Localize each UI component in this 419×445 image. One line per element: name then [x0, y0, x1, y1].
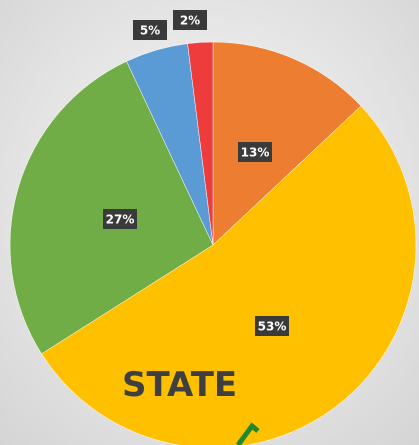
data-label-box — [255, 316, 289, 336]
data-label: 53% — [258, 320, 287, 334]
data-label-box — [238, 142, 272, 162]
pie-slice — [187, 41, 214, 246]
data-labels: 13% 53% 27% 5% 2% — [103, 10, 289, 336]
annotation: STATE — [122, 365, 237, 405]
arrow — [235, 422, 260, 445]
data-label: 27% — [106, 213, 135, 227]
pie-slice — [212, 41, 362, 246]
data-label-box — [133, 20, 167, 40]
data-label: 5% — [140, 24, 160, 38]
pie-slice — [41, 105, 417, 445]
data-label: 2% — [180, 14, 200, 28]
data-label-box — [103, 209, 137, 229]
pie — [9, 41, 417, 445]
data-label-box — [173, 10, 207, 30]
pie-slice — [9, 60, 214, 355]
data-label: 13% — [241, 146, 270, 160]
